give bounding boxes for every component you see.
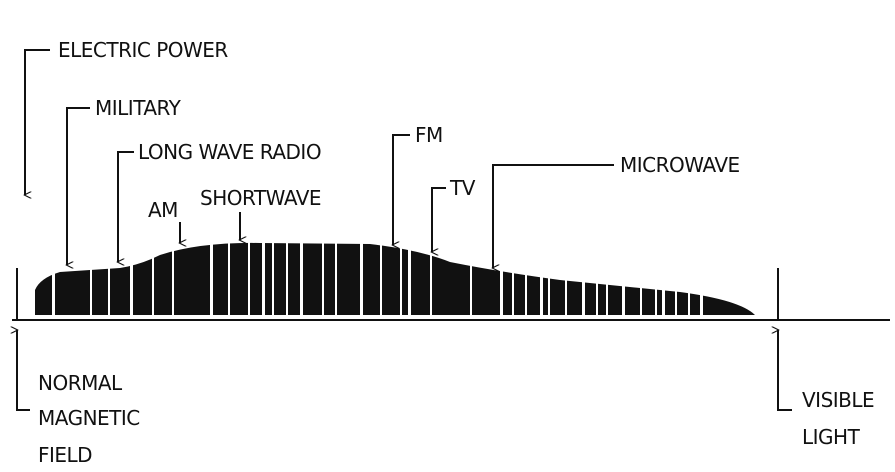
stripe (322, 235, 324, 317)
label: SHORTWAVE (200, 186, 321, 210)
label: TV (449, 176, 476, 200)
label: VISIBLE (802, 388, 874, 412)
stripe (582, 235, 585, 317)
stripe (210, 235, 213, 317)
stripe (172, 235, 174, 317)
stripe (380, 235, 382, 317)
arrow (118, 151, 134, 262)
stripe (130, 235, 133, 317)
label: AM (148, 198, 178, 222)
stripe (335, 235, 337, 317)
stripe (470, 235, 472, 317)
stripe (228, 235, 230, 317)
arrow (17, 330, 30, 411)
stripe (700, 235, 703, 317)
label: MAGNETIC (38, 406, 140, 430)
stripe (525, 235, 527, 317)
label: FM (415, 123, 443, 147)
stripe (675, 235, 677, 317)
stripe (408, 235, 411, 317)
stripe (272, 235, 274, 317)
label: ELECTRIC POWER (58, 38, 228, 62)
arrow (393, 134, 410, 245)
stripe (360, 235, 363, 317)
stripe (500, 235, 503, 317)
label: FIELD (38, 443, 92, 467)
stripe (540, 235, 543, 317)
stripe (248, 235, 250, 317)
stripe (655, 235, 657, 317)
stripe (152, 235, 154, 317)
stripe (548, 235, 550, 317)
stripe (688, 235, 690, 317)
stripe (596, 235, 598, 317)
stripe (640, 235, 642, 317)
arrow (67, 107, 90, 265)
spectrum-shape (35, 235, 755, 317)
arrow (493, 164, 614, 268)
stripe (430, 235, 432, 317)
label: LONG WAVE RADIO (138, 140, 321, 164)
stripe (52, 235, 55, 317)
stripe (622, 235, 625, 317)
label: MILITARY (95, 96, 182, 120)
stripe (512, 235, 514, 317)
stripe (400, 235, 402, 317)
stripe (108, 235, 110, 317)
arrow (25, 49, 50, 195)
label: MICROWAVE (620, 153, 740, 177)
stripe (662, 235, 665, 317)
stripe (565, 235, 567, 317)
stripe (286, 235, 288, 317)
label: LIGHT (802, 425, 861, 449)
arrow (432, 187, 446, 252)
stripe (90, 235, 92, 317)
stripe (300, 235, 303, 317)
label: NORMAL (38, 371, 123, 395)
arrow (778, 330, 792, 411)
stripe (262, 235, 265, 317)
stripe (606, 235, 608, 317)
